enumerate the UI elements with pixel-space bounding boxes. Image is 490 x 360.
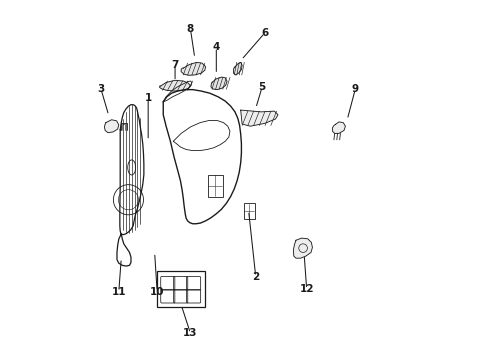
Text: 11: 11 — [112, 287, 126, 297]
Text: 2: 2 — [252, 272, 259, 282]
Polygon shape — [234, 62, 242, 75]
Text: 7: 7 — [172, 60, 179, 70]
Polygon shape — [160, 80, 191, 91]
Text: 6: 6 — [261, 28, 269, 38]
Text: 10: 10 — [150, 287, 164, 297]
Text: 12: 12 — [299, 284, 314, 294]
Text: 8: 8 — [187, 24, 194, 35]
Polygon shape — [333, 122, 345, 134]
Polygon shape — [181, 62, 205, 75]
Text: 5: 5 — [259, 82, 266, 92]
Text: 3: 3 — [97, 84, 104, 94]
Text: 1: 1 — [145, 93, 152, 103]
Text: 9: 9 — [352, 84, 359, 94]
Polygon shape — [294, 238, 313, 258]
Text: 13: 13 — [183, 328, 198, 338]
Polygon shape — [104, 120, 119, 133]
Text: 4: 4 — [213, 42, 220, 52]
Polygon shape — [211, 77, 227, 90]
Polygon shape — [241, 110, 278, 126]
